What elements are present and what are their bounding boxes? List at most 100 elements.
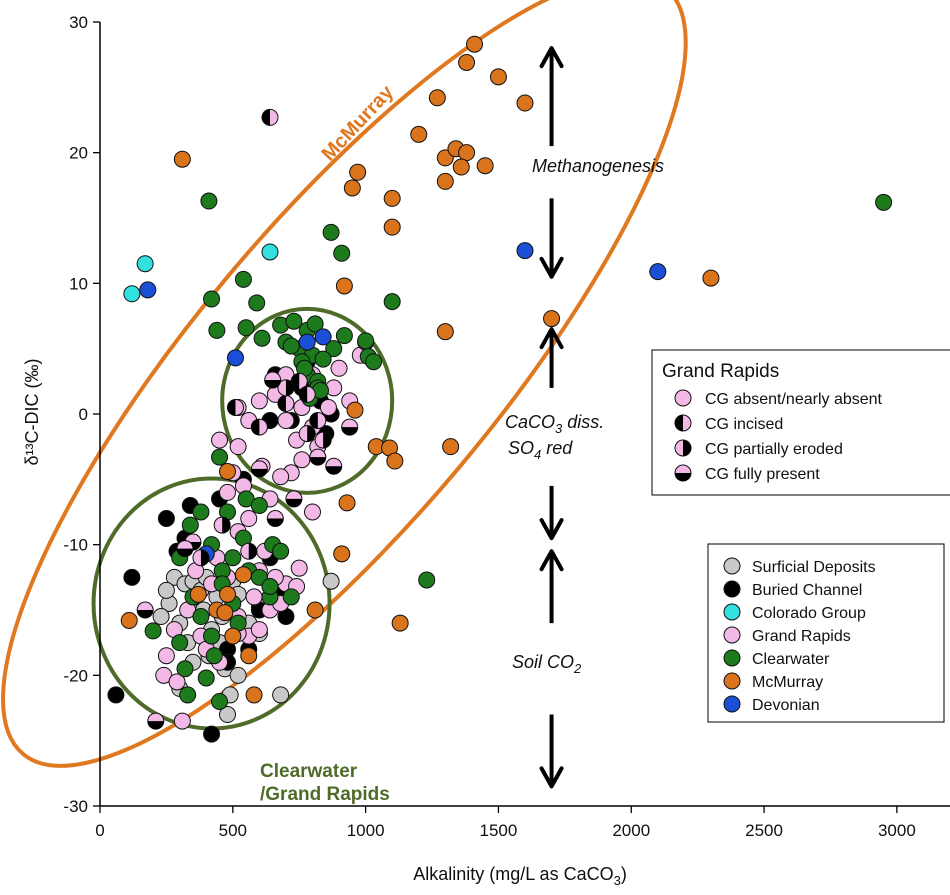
- point-half-fill: [267, 518, 284, 527]
- point-body: [723, 603, 741, 621]
- point-clearwater: [250, 496, 268, 514]
- point-grand-rapids: [272, 468, 290, 486]
- point-body: [723, 649, 741, 667]
- point-body: [139, 281, 157, 299]
- point-mcmurray: [306, 601, 324, 619]
- point-clearwater: [211, 692, 229, 710]
- x-tick-label: 2500: [745, 821, 783, 840]
- axes: 0 500 1000 1500 2000 2500 3000 -30 -20 -10 0 10 20 30: [63, 13, 950, 840]
- legend-grand-rapids-box: [651, 349, 950, 496]
- legend-label: CG partially eroded: [705, 441, 843, 458]
- point-body: [304, 503, 321, 521]
- x-axis-label: Alkalinity (mg/L as CaCO3): [413, 864, 627, 888]
- legend-marker: [723, 672, 741, 690]
- point-body: [107, 686, 125, 704]
- point-grand-rapids: [240, 510, 258, 528]
- point-body: [216, 604, 234, 622]
- point-body: [173, 712, 191, 730]
- point-grand-rapids: [330, 359, 348, 377]
- point-buried-channel: [107, 686, 125, 704]
- point-body: [272, 542, 290, 560]
- point-body: [333, 244, 351, 262]
- y-axis-label: δ¹³C-DIC (‰): [22, 359, 42, 466]
- point-cg-incised: [309, 412, 327, 430]
- x-tick-label: 1500: [480, 821, 518, 840]
- point-surficial-deposits: [272, 686, 290, 704]
- point-mcmurray: [240, 647, 258, 665]
- legend-marker: [674, 464, 692, 482]
- clearwater-ellipse-label-1: Clearwater: [260, 761, 358, 782]
- legend-marker: [674, 389, 692, 407]
- point-clearwater: [197, 669, 215, 687]
- arrow-head: [539, 327, 564, 350]
- point-mcmurray: [349, 163, 367, 181]
- point-body: [245, 686, 263, 704]
- point-devonian: [649, 263, 667, 281]
- point-body: [226, 349, 244, 367]
- point-body: [314, 350, 332, 368]
- point-body: [723, 580, 741, 598]
- point-colorado-group: [136, 255, 154, 273]
- point-body: [192, 503, 210, 521]
- point-body: [383, 218, 401, 236]
- point-body: [674, 389, 692, 407]
- point-grand-rapids: [319, 398, 337, 416]
- point-clearwater: [285, 312, 303, 330]
- point-grand-rapids: [250, 621, 268, 639]
- point-grand-rapids: [173, 712, 191, 730]
- point-clearwater: [205, 647, 223, 665]
- point-mcmurray: [436, 323, 454, 341]
- point-body: [319, 398, 337, 416]
- point-body: [136, 255, 154, 273]
- point-body: [386, 452, 404, 470]
- point-mcmurray: [476, 157, 494, 175]
- point-surficial-deposits: [219, 706, 236, 724]
- point-cg-fully-present: [266, 510, 284, 528]
- point-body: [282, 337, 300, 355]
- point-body: [298, 333, 316, 351]
- point-body: [290, 559, 308, 577]
- point-cg-partially-eroded: [192, 549, 210, 567]
- point-body: [516, 242, 534, 260]
- point-cg-partially-eroded: [298, 425, 316, 443]
- point-body: [349, 163, 367, 181]
- point-body: [428, 89, 446, 107]
- point-clearwater: [176, 660, 194, 678]
- point-surficial-deposits: [229, 666, 247, 684]
- point-body: [442, 438, 460, 456]
- point-clearwater: [208, 321, 226, 339]
- point-half-fill: [309, 457, 326, 466]
- legend-marker: [674, 414, 692, 432]
- point-body: [314, 328, 332, 346]
- methanogenesis-arrow-up: [539, 46, 564, 147]
- point-body: [458, 144, 476, 162]
- point-body: [237, 319, 255, 337]
- point-body: [723, 672, 741, 690]
- point-mcmurray: [383, 189, 401, 207]
- point-mcmurray: [219, 462, 236, 480]
- point-surficial-deposits: [322, 572, 340, 590]
- point-body: [250, 621, 268, 639]
- soil-co2-label: Soil CO2: [512, 652, 582, 676]
- point-body: [338, 494, 356, 512]
- point-body: [322, 572, 340, 590]
- point-cg-fully-present: [136, 601, 154, 619]
- legend-units: Surficial Deposits Buried Channel Colorado…: [707, 543, 945, 723]
- point-body: [176, 660, 194, 678]
- point-half-fill: [227, 399, 236, 416]
- point-clearwater: [282, 337, 300, 355]
- point-cg-incised: [277, 395, 295, 413]
- point-body: [219, 462, 236, 480]
- point-colorado-group: [123, 285, 141, 303]
- point-half-fill: [248, 543, 257, 560]
- legend-label: CG absent/nearly absent: [705, 391, 883, 408]
- legend-grand-rapids-entries: CG absent/nearly absent CG incised CG part…: [674, 389, 883, 483]
- point-body: [365, 353, 383, 371]
- point-mcmurray: [410, 125, 428, 143]
- point-grand-rapids: [250, 392, 268, 410]
- methanogenesis-arrow-down: [539, 198, 564, 279]
- legend-marker: [723, 649, 741, 667]
- legend-label: Devonian: [752, 697, 820, 714]
- y-tick-label: -30: [63, 797, 88, 816]
- legend-label: Grand Rapids: [752, 628, 851, 645]
